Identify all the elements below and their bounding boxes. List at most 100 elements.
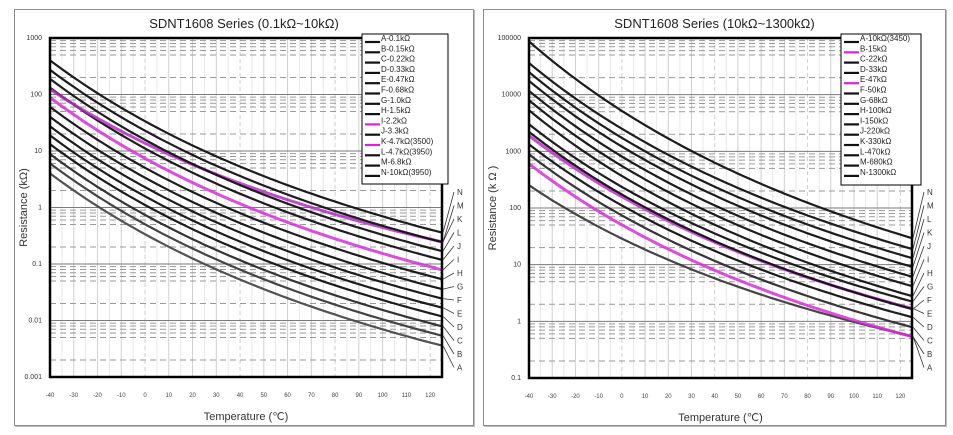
y-axis-label: Resistance (kΩ)	[18, 168, 30, 247]
series-line-B	[528, 162, 913, 339]
x-tick-label: 100	[849, 394, 860, 400]
end-label-M: M	[927, 202, 934, 211]
leader-line-H	[912, 272, 925, 297]
x-tick-label: -40	[46, 393, 55, 399]
series-line-C	[528, 153, 913, 329]
series-line-F	[49, 125, 443, 300]
end-label-F: F	[927, 296, 932, 305]
legend-label-B: B-0.15kΩ	[381, 44, 415, 53]
series-line-I	[528, 99, 913, 288]
leader-line-N	[442, 191, 455, 233]
plot-frame	[48, 36, 444, 379]
legend-label-D: D-33kΩ	[860, 65, 887, 74]
x-tick-label: 20	[665, 394, 672, 400]
end-label-G: G	[457, 283, 463, 292]
y-tick-label: 10000	[502, 92, 522, 99]
x-tick-label: 100	[378, 393, 389, 399]
legend-label-G: G-1.0kΩ	[381, 96, 411, 105]
x-axis-label: Temperature (℃)	[678, 412, 763, 424]
y-tick-label: 0.01	[28, 318, 42, 325]
x-tick-label: 80	[804, 394, 811, 400]
leader-line-K	[912, 232, 925, 267]
x-tick-label: 110	[872, 394, 882, 400]
end-label-J: J	[927, 242, 931, 251]
x-tick-label: 70	[781, 394, 788, 400]
leader-line-G	[442, 286, 455, 290]
x-tick-label: 0	[620, 394, 624, 400]
series-line-L	[528, 71, 913, 260]
series-line-F	[528, 131, 913, 311]
y-tick-label: 100000	[498, 35, 521, 42]
end-label-K: K	[457, 215, 463, 224]
legend-label-F: F-0.68kΩ	[381, 86, 414, 95]
end-label-I: I	[927, 256, 929, 265]
y-axis-label: Resistance (k Ω )	[487, 166, 499, 251]
series-line-J	[49, 86, 443, 261]
series-line-E	[49, 134, 443, 309]
series-line-K	[49, 87, 443, 244]
plot-frame	[527, 36, 914, 380]
legend-label-E: E-0.47kΩ	[381, 75, 415, 84]
x-tick-label: 10	[642, 394, 649, 400]
leader-line-A	[912, 336, 925, 368]
legend-label-J: J-3.3kΩ	[381, 127, 409, 136]
y-tick-label: 1	[517, 318, 521, 325]
leader-line-B	[912, 336, 925, 355]
leader-line-D	[442, 316, 455, 328]
leader-line-K	[442, 218, 455, 243]
x-tick-label: 70	[308, 393, 315, 399]
end-label-L: L	[457, 229, 462, 238]
x-tick-label: -10	[594, 394, 603, 400]
series-line-H	[528, 109, 913, 298]
x-tick-label: -30	[548, 394, 557, 400]
series-line-G	[49, 116, 443, 291]
end-label-A: A	[457, 364, 463, 373]
x-tick-label: -30	[69, 393, 78, 399]
leader-line-I	[442, 259, 455, 271]
end-label-M: M	[457, 202, 464, 211]
x-tick-label: 60	[758, 394, 765, 400]
leader-line-J	[442, 245, 455, 261]
end-label-H: H	[457, 269, 463, 278]
leader-line-L	[912, 218, 925, 259]
legend-label-C: C-0.22kΩ	[381, 55, 415, 64]
legend-label-G: G-68kΩ	[860, 96, 888, 105]
chart-low-range: SDNT1608 Series (0.1kΩ~10kΩ)10001001010.…	[18, 16, 464, 423]
x-tick-label: 40	[237, 393, 244, 399]
series-line-I	[49, 96, 443, 272]
end-label-K: K	[927, 229, 933, 238]
chart-title: SDNT1608 Series (0.1kΩ~10kΩ)	[149, 16, 339, 31]
leader-line-H	[442, 272, 455, 280]
leader-line-C	[912, 326, 925, 341]
legend-label-K: K-330kΩ	[860, 137, 891, 146]
legend-label-M: M-6.8kΩ	[381, 158, 411, 167]
end-label-B: B	[457, 350, 462, 359]
leader-line-F	[912, 299, 925, 310]
leader-line-B	[442, 335, 455, 355]
legend-label-E: E-47kΩ	[860, 75, 887, 84]
series-line-L	[49, 78, 443, 253]
x-tick-label: 20	[189, 393, 196, 399]
series-line-C	[49, 153, 443, 328]
end-label-C: C	[457, 337, 463, 346]
leader-line-N	[912, 191, 925, 239]
y-tick-label: 10	[513, 262, 521, 269]
y-tick-label: 1	[38, 205, 42, 212]
series-line-M	[528, 62, 913, 250]
x-tick-label: 120	[895, 394, 906, 400]
legend-label-N: N-10kΩ(3950)	[381, 168, 432, 177]
y-tick-label: 100	[509, 205, 521, 212]
legend-label-K: K-4.7kΩ(3500)	[381, 137, 434, 146]
y-tick-label: 0.1	[511, 375, 521, 382]
x-tick-label: 60	[284, 393, 291, 399]
legend-label-N: N-1300kΩ	[860, 168, 896, 177]
legend-box	[840, 33, 922, 186]
x-tick-label: -20	[571, 394, 580, 400]
y-tick-label: 1000	[505, 148, 521, 155]
legend-label-I: I-150kΩ	[860, 116, 888, 125]
end-label-D: D	[457, 323, 463, 332]
y-tick-label: 1000	[26, 35, 42, 42]
series-line-N	[49, 59, 443, 234]
y-tick-label: 0.001	[24, 374, 42, 381]
x-tick-label: 30	[688, 394, 695, 400]
